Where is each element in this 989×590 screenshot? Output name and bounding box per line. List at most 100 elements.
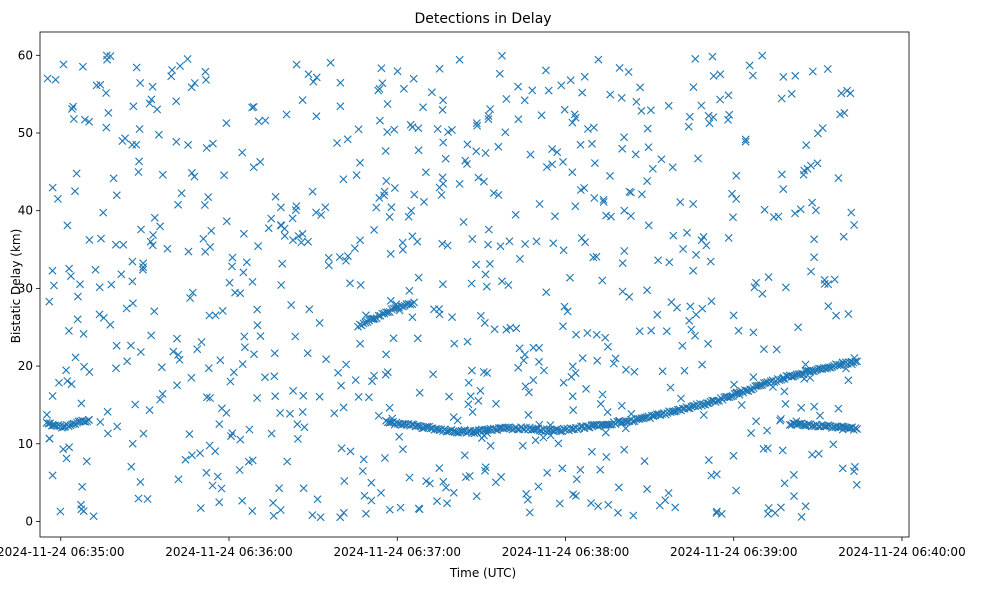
clutter-point bbox=[253, 394, 262, 402]
clutter-point bbox=[374, 411, 383, 420]
clutter-point bbox=[208, 139, 217, 148]
clutter-point bbox=[146, 237, 155, 246]
y-tick-label: 40 bbox=[18, 204, 33, 218]
clutter-point bbox=[291, 332, 300, 341]
clutter-point bbox=[294, 232, 303, 241]
clutter-point bbox=[558, 464, 567, 473]
clutter-point bbox=[781, 399, 790, 408]
clutter-point bbox=[569, 490, 578, 499]
clutter-point bbox=[298, 96, 307, 105]
clutter-point bbox=[339, 508, 348, 517]
clutter-point bbox=[51, 75, 60, 84]
clutter-point bbox=[173, 334, 181, 343]
clutter-point bbox=[350, 244, 359, 253]
clutter-point bbox=[824, 302, 833, 311]
clutter-point bbox=[163, 244, 172, 253]
clutter-point bbox=[813, 159, 822, 168]
clutter-point bbox=[102, 89, 111, 97]
clutter-point bbox=[750, 283, 759, 292]
clutter-point bbox=[415, 388, 424, 397]
clutter-point bbox=[216, 356, 225, 365]
track-point bbox=[433, 425, 442, 434]
clutter-point bbox=[157, 363, 166, 372]
clutter-point bbox=[476, 311, 485, 320]
clutter-point bbox=[370, 371, 378, 380]
clutter-point bbox=[407, 206, 416, 215]
clutter-point bbox=[599, 198, 608, 206]
clutter-point bbox=[617, 93, 626, 102]
clutter-point bbox=[666, 383, 675, 392]
clutter-point bbox=[590, 194, 599, 202]
clutter-point bbox=[335, 253, 344, 262]
clutter-point bbox=[749, 328, 758, 337]
clutter-point bbox=[408, 313, 417, 322]
clutter-point bbox=[678, 341, 687, 350]
clutter-point bbox=[435, 183, 444, 192]
clutter-point bbox=[601, 333, 610, 342]
clutter-point bbox=[572, 330, 581, 339]
clutter-point bbox=[529, 343, 538, 352]
clutter-point bbox=[501, 128, 510, 137]
clutter-point bbox=[175, 355, 184, 364]
clutter-point bbox=[618, 259, 627, 268]
clutter-point bbox=[215, 420, 224, 429]
clutter-point bbox=[844, 376, 853, 385]
clutter-point bbox=[581, 238, 590, 247]
clutter-point bbox=[45, 434, 54, 443]
clutter-point bbox=[764, 273, 773, 282]
clutter-point bbox=[131, 400, 140, 409]
clutter-point bbox=[300, 423, 309, 432]
clutter-point bbox=[653, 310, 662, 319]
clutter-point bbox=[687, 325, 696, 334]
clutter-point bbox=[396, 503, 405, 512]
clutter-point bbox=[563, 307, 572, 316]
clutter-point bbox=[598, 390, 607, 399]
clutter-point bbox=[699, 411, 708, 419]
clutter-point bbox=[408, 232, 417, 241]
clutter-point bbox=[680, 366, 689, 375]
clutter-point bbox=[336, 102, 345, 111]
clutter-point bbox=[229, 368, 238, 377]
clutter-point bbox=[383, 368, 392, 377]
plot-frame bbox=[39, 31, 910, 538]
chart-title: Detections in Delay bbox=[414, 11, 551, 27]
clutter-point bbox=[438, 280, 447, 289]
clutter-point bbox=[460, 451, 469, 460]
clutter-point bbox=[59, 60, 68, 69]
clutter-point bbox=[791, 71, 800, 80]
clutter-point bbox=[685, 316, 694, 325]
clutter-point bbox=[787, 89, 796, 98]
clutter-point bbox=[479, 368, 488, 376]
clutter-point bbox=[791, 209, 799, 218]
clutter-point bbox=[482, 282, 491, 291]
y-tick-label: 50 bbox=[18, 126, 33, 140]
clutter-point bbox=[829, 440, 838, 449]
clutter-point bbox=[380, 187, 389, 196]
clutter-point bbox=[559, 378, 568, 387]
clutter-point bbox=[187, 83, 196, 92]
clutter-point bbox=[514, 115, 523, 124]
clutter-point bbox=[67, 380, 76, 389]
clutter-point bbox=[370, 225, 379, 234]
clutter-point bbox=[607, 212, 615, 221]
clutter-point bbox=[297, 238, 306, 247]
clutter-point bbox=[427, 88, 436, 97]
clutter-point bbox=[145, 406, 154, 415]
clutter-point bbox=[640, 457, 649, 466]
clutter-point bbox=[439, 96, 448, 105]
clutter-point bbox=[351, 376, 360, 385]
clutter-point bbox=[213, 472, 222, 481]
clutter-point bbox=[439, 477, 448, 486]
clutter-point bbox=[374, 86, 383, 95]
clutter-point bbox=[629, 511, 638, 520]
y-tick-label: 20 bbox=[18, 359, 33, 373]
clutter-point bbox=[158, 389, 167, 398]
clutter-point bbox=[490, 325, 499, 334]
clutter-point bbox=[42, 410, 51, 419]
clutter-point bbox=[644, 221, 653, 230]
clutter-point bbox=[820, 279, 829, 288]
x-tick-label: 2024-11-24 06:35:00 bbox=[0, 545, 124, 559]
clutter-point bbox=[119, 240, 128, 249]
clutter-point bbox=[200, 201, 209, 209]
clutter-point bbox=[577, 234, 586, 242]
